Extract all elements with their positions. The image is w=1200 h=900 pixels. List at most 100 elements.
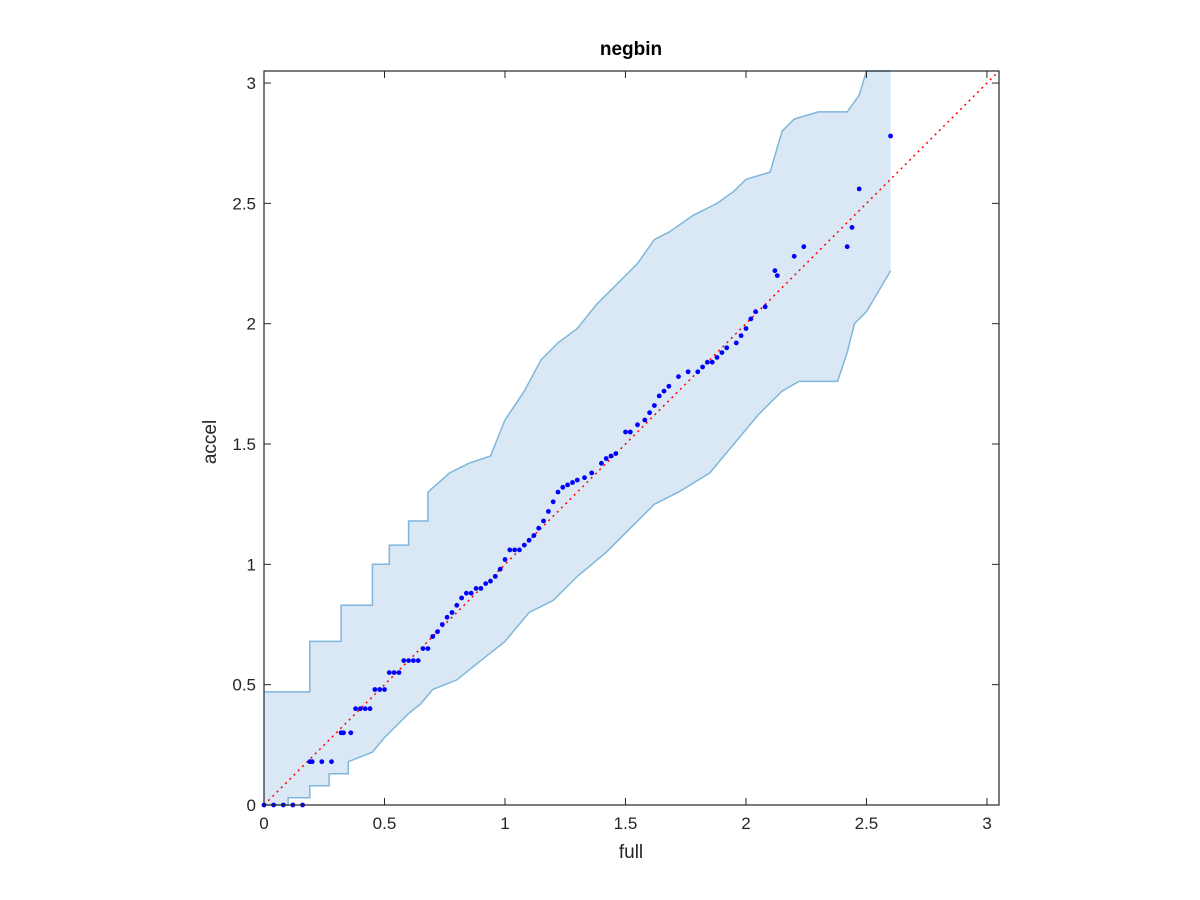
scatter-point <box>382 687 387 692</box>
scatter-point <box>362 706 368 712</box>
scatter-point <box>377 687 383 692</box>
scatter-point <box>454 602 460 608</box>
scatter-point <box>661 388 667 394</box>
scatter-point <box>435 629 440 635</box>
scatter-point <box>464 590 469 596</box>
scatter-point <box>420 646 426 651</box>
scatter-point <box>647 410 652 416</box>
scatter-point <box>613 451 619 456</box>
y-tick-label: 0.5 <box>232 676 256 695</box>
scatter-point <box>560 484 566 490</box>
scatter-point <box>753 309 758 315</box>
scatter-point <box>430 634 436 639</box>
scatter-point <box>762 304 768 310</box>
x-axis-label: full <box>619 842 643 863</box>
scatter-point <box>627 429 633 435</box>
scatter-point <box>844 244 850 250</box>
scatter-point <box>546 509 551 514</box>
scatter-point <box>666 383 672 389</box>
scatter-point <box>700 364 705 370</box>
scatter-point <box>676 374 681 379</box>
scatter-point <box>425 646 431 651</box>
x-tick-label: 3 <box>982 814 991 833</box>
scatter-point <box>319 759 325 765</box>
scatter-point <box>483 581 489 586</box>
y-tick-label: 1 <box>247 555 256 574</box>
scatter-point <box>570 480 575 485</box>
scatter-point <box>714 355 720 360</box>
identity-reference-line <box>263 70 1000 806</box>
scatter-point <box>536 525 542 531</box>
axis-ticks: 0 0.5 1 1.5 2 2.5 3 0 0.5 1 1.5 2 2.5 3 <box>232 71 999 833</box>
scatter-point <box>599 460 604 466</box>
scatter-point <box>497 566 503 572</box>
scatter-point <box>517 547 522 553</box>
scatter-point <box>801 244 807 250</box>
scatter-point <box>743 326 749 331</box>
confidence-band-upper-edge <box>264 70 891 693</box>
confidence-band-fill <box>264 71 891 805</box>
scatter-point <box>348 730 354 736</box>
scatter-point <box>358 706 363 712</box>
scatter-point <box>502 557 508 562</box>
scatter-point <box>695 369 701 375</box>
scatter-point <box>791 253 797 259</box>
scatter-point <box>642 417 648 423</box>
scatter-point <box>411 658 416 663</box>
scatter-point <box>888 133 893 139</box>
scatter-point <box>449 610 455 615</box>
scatter-point <box>401 658 407 663</box>
scatter-point <box>526 537 532 543</box>
scatter-point <box>555 489 561 495</box>
x-tick-label: 0.5 <box>373 814 397 833</box>
scatter-point <box>774 273 780 278</box>
chart-title: negbin <box>600 39 662 60</box>
scatter-point <box>623 429 628 435</box>
scatter-point <box>635 422 640 428</box>
scatter-point <box>724 345 730 351</box>
scatter-point <box>439 622 445 627</box>
scatter-point <box>608 453 614 459</box>
x-tick-label: 1.5 <box>614 814 638 833</box>
y-tick-label: 0 <box>247 796 256 815</box>
scatter-point <box>353 706 358 712</box>
scatter-point <box>550 499 556 505</box>
scatter-point <box>603 456 609 461</box>
scatter-point <box>565 482 570 488</box>
scatter-point <box>574 477 580 483</box>
scatter-point <box>492 574 498 579</box>
y-tick-label: 2.5 <box>232 194 256 213</box>
scatter-point <box>685 369 691 375</box>
axes-box <box>263 70 1000 806</box>
scatter-point <box>415 658 421 663</box>
scatter-point <box>531 533 537 538</box>
scatter-point <box>849 225 855 230</box>
scatter-point <box>709 359 715 365</box>
y-axis-label: accel <box>200 420 221 464</box>
scatter-point <box>396 670 402 675</box>
scatter-point <box>705 359 710 365</box>
scatter-point <box>473 586 479 591</box>
scatter-point <box>507 547 513 553</box>
scatter-point <box>488 578 493 584</box>
scatter-point <box>856 186 862 192</box>
x-tick-label: 0 <box>259 814 268 833</box>
scatter-point <box>719 350 725 355</box>
y-tick-label: 1.5 <box>232 435 256 454</box>
scatter-point <box>652 403 657 408</box>
y-tick-label: 3 <box>247 74 256 93</box>
scatter-point <box>372 687 378 692</box>
scatter-point <box>478 586 484 591</box>
x-tick-label: 1 <box>500 814 509 833</box>
scatter-point <box>738 333 744 339</box>
scatter-point <box>468 590 474 596</box>
scatter-point <box>367 706 373 712</box>
scatter-point <box>386 670 392 675</box>
scatter-points <box>261 133 893 808</box>
scatter-point <box>772 268 778 274</box>
scatter-point <box>329 759 334 765</box>
scatter-point <box>748 316 754 322</box>
scatter-point <box>589 470 595 476</box>
scatter-point <box>459 595 464 601</box>
